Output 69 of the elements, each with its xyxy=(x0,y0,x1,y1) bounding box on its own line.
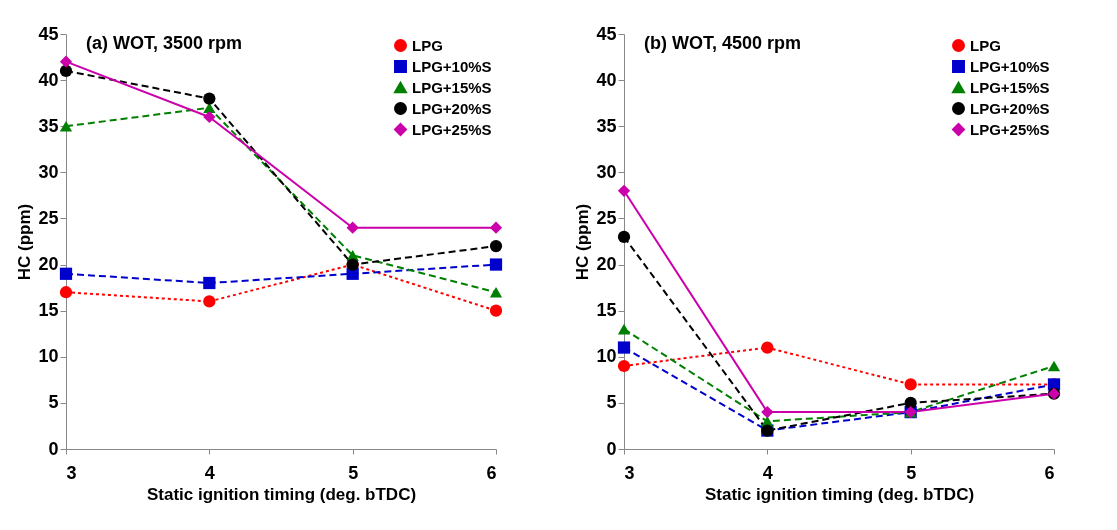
y-tick-label: 5 xyxy=(48,392,59,413)
x-tick-label: 5 xyxy=(348,462,359,483)
point xyxy=(203,295,216,308)
point xyxy=(617,323,631,335)
y-tick-label: 25 xyxy=(596,207,617,228)
y-tick-label: 15 xyxy=(596,300,617,321)
x-tick-label: 3 xyxy=(624,462,635,483)
legend-label: LPG xyxy=(412,36,443,54)
point xyxy=(617,230,631,243)
point xyxy=(346,221,359,234)
point xyxy=(617,341,631,354)
chart-title: (b) WOT, 4500 rpm xyxy=(644,33,802,53)
legend-label: LPG+15%S xyxy=(970,78,1050,96)
point xyxy=(617,184,631,197)
y-tick-label: 10 xyxy=(38,346,59,367)
x-tick-label: 3 xyxy=(66,462,77,483)
point xyxy=(904,396,917,409)
point xyxy=(904,378,917,391)
point xyxy=(761,405,774,419)
y-tick-label: 40 xyxy=(38,69,59,90)
y-tick-label: 30 xyxy=(38,161,59,182)
y-tick-label: 20 xyxy=(38,254,59,275)
x-axis-title: Static ignition timing (deg. bTDC) xyxy=(146,484,417,504)
x-tick-label: 4 xyxy=(204,462,215,483)
point xyxy=(59,267,73,280)
x-tick-label: 6 xyxy=(486,462,497,483)
y-tick-label: 20 xyxy=(596,254,617,275)
legend-label: LPG xyxy=(970,36,1001,54)
y-tick-label: 45 xyxy=(38,23,59,44)
point xyxy=(203,276,216,290)
point xyxy=(489,286,503,298)
y-tick-label: 10 xyxy=(596,346,617,367)
point xyxy=(489,221,503,234)
y-tick-label: 40 xyxy=(596,69,617,90)
point xyxy=(489,304,503,317)
y-axis-title: HC (ppm) xyxy=(573,203,593,281)
legend-label: LPG+20%S xyxy=(412,99,492,117)
point xyxy=(489,240,503,253)
legend-label: LPG+15%S xyxy=(412,78,492,96)
legend-label: LPG+25%S xyxy=(970,120,1050,138)
point xyxy=(1047,360,1061,372)
y-tick-label: 35 xyxy=(38,115,59,136)
x-tick-label: 5 xyxy=(906,462,917,483)
chart-title: (a) WOT, 3500 rpm xyxy=(86,33,243,53)
legend-label: LPG+10%S xyxy=(412,57,492,75)
y-tick-label: 5 xyxy=(606,392,617,413)
point xyxy=(59,55,73,68)
legend-label: LPG+10%S xyxy=(970,57,1050,75)
point xyxy=(617,359,631,373)
y-tick-label: 15 xyxy=(38,300,59,321)
point xyxy=(59,286,73,299)
y-tick-label: 0 xyxy=(48,438,59,459)
point xyxy=(761,341,774,354)
legend-label: LPG+25%S xyxy=(412,120,492,138)
point xyxy=(489,258,503,271)
y-tick-label: 25 xyxy=(38,207,59,228)
x-tick-label: 6 xyxy=(1044,462,1055,483)
point xyxy=(59,120,73,132)
y-axis-title: HC (ppm) xyxy=(15,203,35,281)
y-tick-label: 35 xyxy=(596,115,617,136)
x-tick-label: 4 xyxy=(762,462,773,483)
y-tick-label: 30 xyxy=(596,161,617,182)
y-tick-label: 45 xyxy=(596,23,617,44)
x-axis-title: Static ignition timing (deg. bTDC) xyxy=(704,484,975,504)
point xyxy=(59,64,73,77)
point xyxy=(203,92,216,105)
point xyxy=(203,110,216,124)
y-tick-label: 0 xyxy=(606,438,617,459)
legend-label: LPG+20%S xyxy=(970,99,1050,117)
